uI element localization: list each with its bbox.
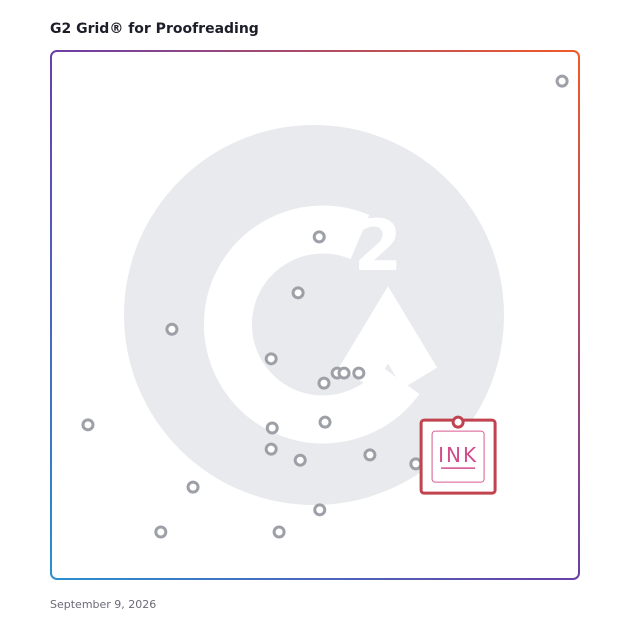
grid-frame — [50, 50, 580, 580]
date: September 9, 2026 — [50, 598, 156, 611]
badge-label: INK — [438, 443, 478, 467]
product-dot — [337, 366, 351, 380]
product-dot — [264, 352, 278, 366]
highlight-dot — [451, 415, 465, 429]
product-dot — [313, 503, 327, 517]
product-dot — [318, 415, 332, 429]
product-dot — [272, 525, 286, 539]
product-dot — [409, 457, 423, 471]
product-dot — [186, 480, 200, 494]
product-dot — [81, 418, 95, 432]
product-dot — [154, 525, 168, 539]
product-dot — [293, 453, 307, 467]
highlight-product: INK — [419, 415, 497, 495]
product-dot — [352, 366, 366, 380]
product-dot — [312, 230, 326, 244]
product-dot — [317, 376, 331, 390]
product-dot — [264, 442, 278, 456]
product-dot — [363, 448, 377, 462]
badge-inner — [431, 430, 485, 483]
product-dot — [165, 322, 179, 336]
chart-title: G2 Grid® for Proofreading — [50, 21, 259, 37]
product-dot — [265, 421, 279, 435]
svg-text:2: 2 — [354, 205, 403, 287]
product-dot — [555, 74, 569, 88]
product-dot — [291, 286, 305, 300]
